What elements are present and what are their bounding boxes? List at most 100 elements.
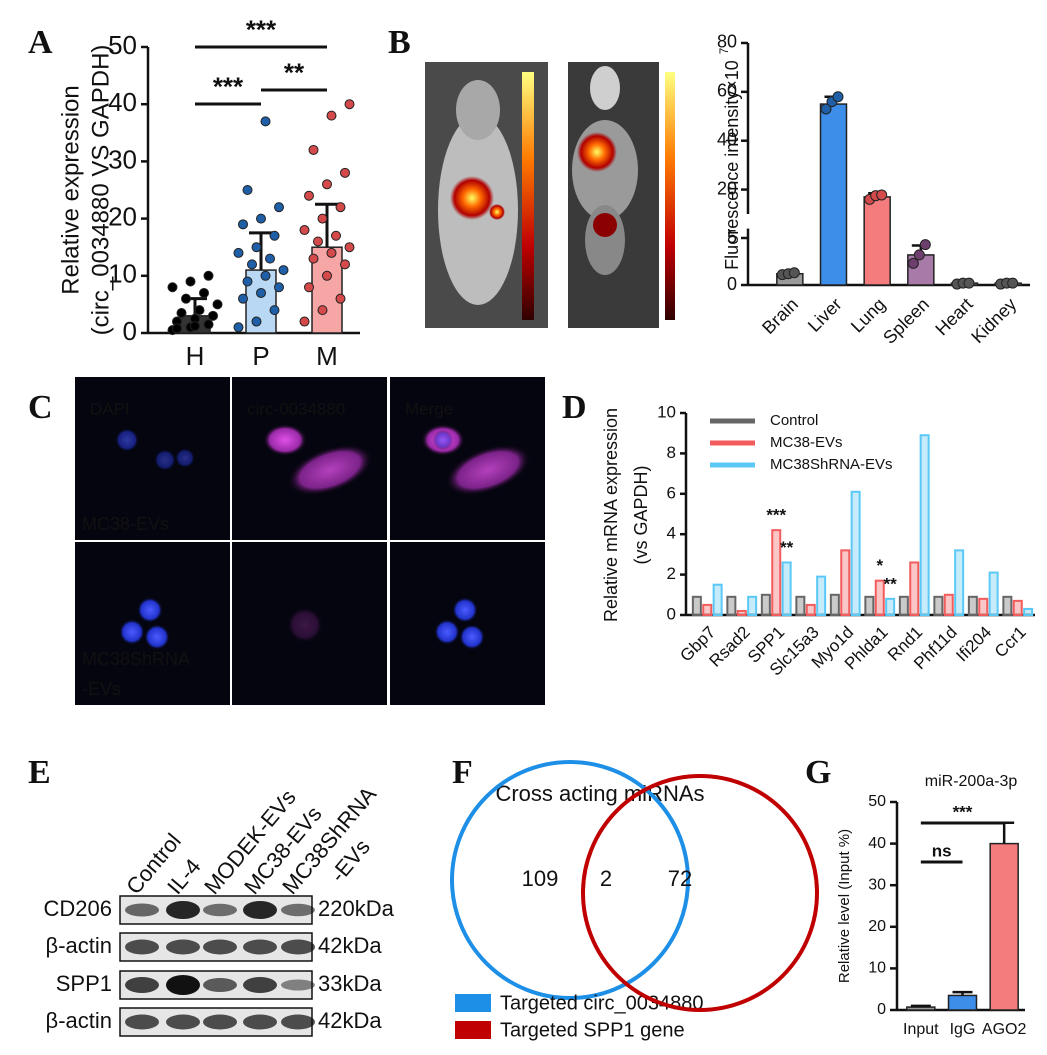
data-point [335,202,346,213]
protein-label: CD206 [44,896,112,921]
blot-band [203,939,237,955]
data-point [260,116,271,127]
data-point [256,287,266,298]
data-point [317,213,328,224]
significance-label: ** [284,57,305,87]
data-point [876,189,888,201]
data-point [919,239,931,251]
legend-label: MC38ShRNA-EVs [770,456,893,473]
data-point [233,247,244,258]
y-tick-label: 20 [108,201,137,231]
legend-label: Targeted circ_0034880 [500,992,703,1014]
bar [943,593,954,616]
bar [805,603,816,617]
blot-band [125,977,159,993]
significance-label: ns [932,841,952,860]
bar [947,994,978,1011]
bar [967,595,978,617]
data-point [326,247,337,258]
blot-band [166,901,200,919]
size-label: 42kDa [318,933,382,958]
y-axis-label: Relative expression [57,85,84,294]
bar [747,595,758,617]
bar [885,597,896,617]
y-axis-label: (vs GAPDH) [631,466,651,565]
y-axis-label: Relative mRNA expression [601,408,621,622]
data-point [788,267,800,279]
y-axis-label: Relative level (Input %) [836,829,853,983]
venn-count: 109 [522,866,559,891]
y-tick-label: 40 [108,87,137,117]
blot-band [243,901,277,919]
legend-label: MC38-EVs [770,434,843,451]
data-point [820,103,832,115]
blot-band [281,903,315,917]
channel-label: circ-0034880 [247,399,345,418]
y-tick-label: 50 [868,793,886,810]
bar [819,103,848,286]
data-point [172,323,182,334]
data-point [313,236,323,247]
data-point [256,213,266,224]
x-tick-label: Kidney [967,294,1020,347]
data-point [304,282,314,293]
size-label: 220kDa [318,896,395,921]
y-tick-label: 30 [108,144,137,174]
data-point [344,242,355,253]
data-point [322,179,332,190]
y-tick-label: 0 [727,274,737,294]
bar [726,595,737,617]
bar [898,595,909,617]
blot-band [203,1014,237,1030]
panel-letter: B [388,24,411,61]
data-point [274,282,284,293]
bar [863,196,891,286]
bar [795,595,806,617]
significance-label: * [876,556,883,575]
y-tick-label: 80 [717,32,737,52]
x-tick-label: Liver [804,294,846,336]
y-axis-label: (circ_0034880 VS GAPDH) [87,45,114,336]
data-point [913,249,925,261]
significance-label: *** [953,802,973,821]
data-point [251,242,262,253]
channel-label: DAPI [90,399,130,418]
x-tick-label: IgG [950,1021,976,1038]
blot-band [125,1014,159,1030]
y-axis-label-sup: 7 [718,48,731,55]
data-point [181,293,191,304]
blot-band [203,978,237,992]
venn-set [581,774,819,1012]
y-tick-label: 30 [868,876,886,893]
y-tick-label: 10 [108,259,137,289]
y-tick-label: 0 [667,604,676,623]
chart-title: miR-200a-3p [925,773,1018,790]
bar [816,575,827,616]
data-point [274,202,284,213]
bar [874,579,885,616]
y-tick-label: 10 [868,960,886,977]
significance-label: *** [213,71,244,101]
bar [919,434,930,616]
data-point [203,270,214,281]
bar [1012,599,1023,616]
x-tick-label: P [252,341,269,371]
channel-label: Merge [405,399,453,418]
group-label: MC38ShRNA [82,649,190,669]
y-tick-label: 20 [868,918,886,935]
data-point [190,321,200,332]
x-tick-label: AGO2 [982,1021,1027,1038]
x-tick-label: Spleen [879,294,933,348]
x-tick-label: Ifi204 [952,623,995,666]
protein-label: β-actin [46,1008,112,1033]
data-point [1007,277,1019,289]
data-point [203,319,214,330]
bar [909,561,920,616]
chart-title: Cross acting miRNAs [495,781,704,806]
bar [954,549,965,616]
bar [850,490,861,616]
blot-band [243,977,277,993]
group-label: MC38-EVs [82,514,169,534]
data-point [335,293,346,304]
